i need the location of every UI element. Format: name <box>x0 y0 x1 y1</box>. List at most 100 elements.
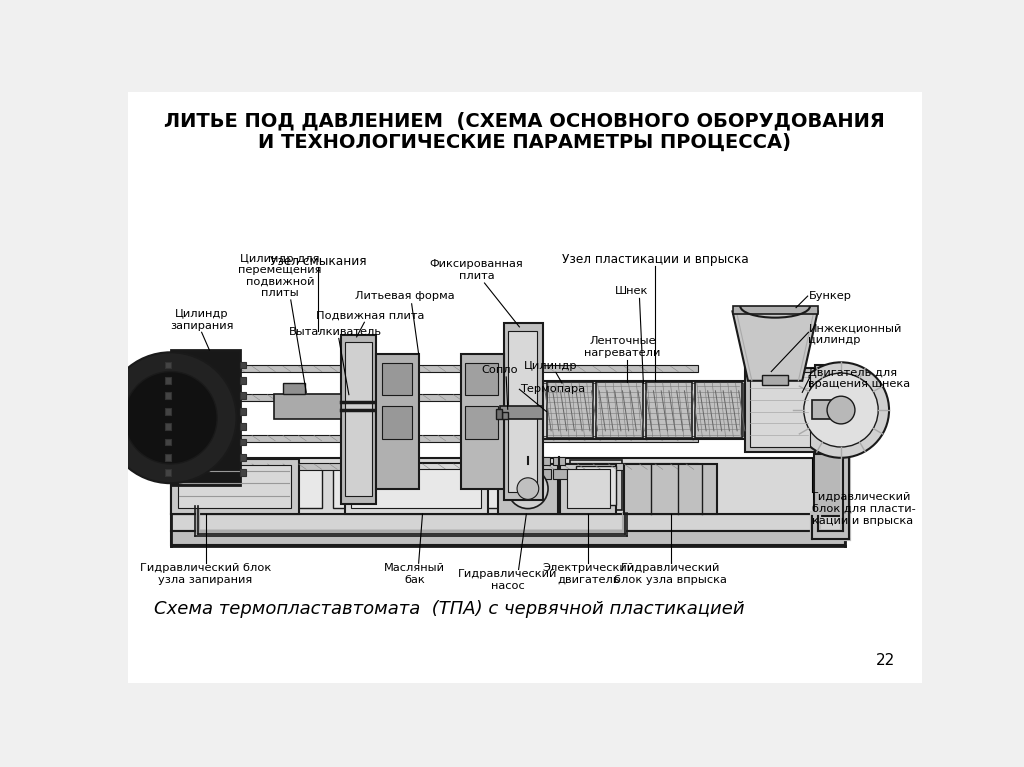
Circle shape <box>104 352 237 483</box>
Text: Гидравлический блок
узла запирания: Гидравлический блок узла запирания <box>140 563 271 585</box>
Bar <box>521 469 536 479</box>
Bar <box>165 408 171 415</box>
Circle shape <box>804 373 879 447</box>
Bar <box>171 365 697 372</box>
Circle shape <box>517 478 539 499</box>
Text: Двигатель для
вращения шнека: Двигатель для вращения шнека <box>809 367 910 390</box>
Bar <box>165 361 171 368</box>
Bar <box>544 383 743 436</box>
Text: Подвижная плита: Подвижная плита <box>315 311 424 321</box>
Bar <box>596 381 643 438</box>
Bar <box>165 454 171 461</box>
Bar <box>241 454 246 461</box>
Text: Ленточные
нагреватели: Ленточные нагреватели <box>585 336 660 357</box>
Bar <box>624 464 717 514</box>
Bar <box>538 469 551 479</box>
Text: 22: 22 <box>876 653 895 668</box>
Bar <box>165 469 171 476</box>
Text: Цилиндр
запирания: Цилиндр запирания <box>170 309 233 331</box>
Text: Фиксированная
плита: Фиксированная плита <box>430 259 523 281</box>
Bar <box>544 380 744 439</box>
Bar <box>382 407 412 439</box>
Bar <box>171 458 845 514</box>
Bar <box>171 514 845 531</box>
Bar <box>502 412 508 420</box>
Bar <box>241 423 246 430</box>
Bar <box>732 306 818 314</box>
Bar <box>334 466 512 508</box>
Bar <box>814 446 844 515</box>
Bar <box>382 363 412 396</box>
Bar <box>744 367 815 453</box>
Bar <box>762 375 788 384</box>
Polygon shape <box>732 311 818 380</box>
Bar <box>165 439 171 446</box>
Bar <box>165 393 171 400</box>
Bar <box>521 457 535 465</box>
Text: Масляный
бак: Масляный бак <box>384 563 445 585</box>
Bar <box>508 331 538 492</box>
Text: Гидравлический
блок для пласти-
кации и впрыска: Гидравлический блок для пласти- кации и … <box>812 492 915 525</box>
Text: Сопло: Сопло <box>481 365 518 375</box>
Bar <box>241 361 246 368</box>
Bar <box>465 363 498 396</box>
Bar <box>646 381 692 438</box>
Circle shape <box>793 362 889 458</box>
Bar <box>376 354 419 489</box>
Text: Бункер: Бункер <box>809 291 851 301</box>
Bar <box>341 334 376 504</box>
Bar <box>171 531 845 545</box>
Bar <box>461 354 504 489</box>
Polygon shape <box>500 407 544 420</box>
Bar <box>165 377 171 384</box>
Text: И ТЕХНОЛОГИЧЕСКИЕ ПАРАМЕТРЫ ПРОЦЕССА): И ТЕХНОЛОГИЧЕСКИЕ ПАРАМЕТРЫ ПРОЦЕССА) <box>258 133 792 152</box>
Bar <box>171 394 697 401</box>
Text: ЛИТЬЕ ПОД ДАВЛЕНИЕМ  (СХЕМА ОСНОВНОГО ОБОРУДОВАНИЯ: ЛИТЬЕ ПОД ДАВЛЕНИЕМ (СХЕМА ОСНОВНОГО ОБО… <box>165 112 885 131</box>
Text: Гидравлический
насос: Гидравлический насос <box>458 569 557 591</box>
Circle shape <box>124 371 217 464</box>
Bar <box>812 400 841 420</box>
Bar <box>241 393 246 400</box>
Bar <box>171 463 697 470</box>
Bar <box>171 459 299 514</box>
Bar <box>345 342 372 496</box>
Bar <box>241 469 246 476</box>
Bar <box>171 350 241 485</box>
Bar <box>496 410 503 419</box>
Text: Литьевая форма: Литьевая форма <box>355 291 455 301</box>
Text: Цилиндр: Цилиндр <box>523 360 578 370</box>
Bar <box>165 423 171 430</box>
Text: Гидравлический
блок узла впрыска: Гидравлический блок узла впрыска <box>614 563 727 585</box>
Bar <box>177 465 291 508</box>
Bar <box>815 365 844 454</box>
Bar <box>171 435 697 442</box>
Circle shape <box>827 397 855 424</box>
Bar <box>465 407 498 439</box>
Text: Инжекционный
цилиндр: Инжекционный цилиндр <box>809 323 902 344</box>
Bar <box>190 466 322 508</box>
Text: Термопара: Термопара <box>520 384 586 394</box>
Bar <box>241 377 246 384</box>
Text: Выталкиватель: Выталкиватель <box>289 327 382 337</box>
Bar <box>498 464 558 514</box>
Text: Электрический
двигатель: Электрический двигатель <box>543 563 635 585</box>
Bar <box>504 323 543 500</box>
Bar <box>241 439 246 446</box>
Bar <box>569 460 623 510</box>
Circle shape <box>508 469 548 509</box>
Bar <box>560 464 616 514</box>
Bar <box>241 408 246 415</box>
Bar <box>695 381 741 438</box>
Bar <box>553 457 565 465</box>
Bar <box>273 394 341 419</box>
Text: Узел смыкания: Узел смыкания <box>269 255 367 268</box>
Bar <box>566 469 610 508</box>
Bar <box>750 371 810 447</box>
Bar <box>351 469 481 508</box>
Bar <box>575 466 616 505</box>
Bar <box>538 457 550 465</box>
Bar <box>283 383 305 394</box>
Bar <box>547 381 593 438</box>
Text: Схема термопластавтомата  (ТПА) с червячной пластикацией: Схема термопластавтомата (ТПА) с червячн… <box>155 601 744 618</box>
Bar <box>345 463 488 514</box>
